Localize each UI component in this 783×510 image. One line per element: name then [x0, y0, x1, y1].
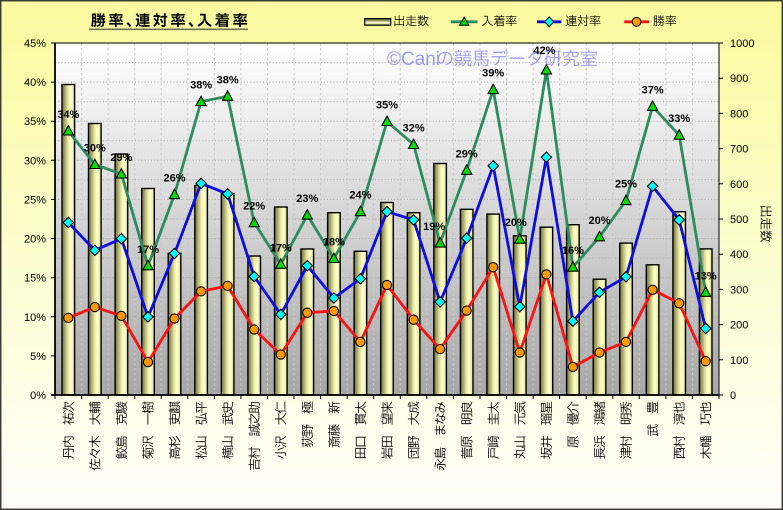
svg-text:600: 600	[730, 179, 748, 191]
svg-text:37%: 37%	[642, 84, 664, 96]
svg-text:400: 400	[730, 249, 748, 261]
svg-text:©Cani: ©Cani	[387, 49, 440, 70]
svg-text:32%: 32%	[403, 123, 425, 135]
svg-text:1000: 1000	[730, 38, 754, 50]
svg-text:0: 0	[730, 390, 736, 402]
svg-text:5%: 5%	[30, 351, 46, 363]
svg-text:900: 900	[730, 73, 748, 85]
svg-text:26%: 26%	[163, 173, 185, 185]
svg-text:40%: 40%	[24, 77, 46, 89]
svg-text:45%: 45%	[24, 38, 46, 50]
svg-text:15%: 15%	[24, 273, 46, 285]
svg-text:0%: 0%	[30, 390, 46, 402]
svg-text:29%: 29%	[456, 148, 478, 160]
svg-text:20%: 20%	[505, 217, 527, 229]
svg-text:42%: 42%	[533, 45, 555, 57]
svg-text:35%: 35%	[376, 100, 398, 112]
svg-text:17%: 17%	[137, 244, 159, 256]
svg-text:18%: 18%	[323, 237, 345, 249]
svg-text:20%: 20%	[24, 234, 46, 246]
svg-text:19%: 19%	[423, 221, 445, 233]
svg-text:17%: 17%	[270, 242, 292, 254]
svg-text:24%: 24%	[349, 190, 371, 202]
svg-text:25%: 25%	[615, 179, 637, 191]
svg-text:23%: 23%	[296, 193, 318, 205]
svg-text:13%: 13%	[695, 270, 717, 282]
svg-text:300: 300	[730, 284, 748, 296]
svg-text:38%: 38%	[190, 80, 212, 92]
svg-text:30%: 30%	[24, 155, 46, 167]
svg-text:34%: 34%	[57, 109, 79, 121]
svg-text:25%: 25%	[24, 194, 46, 206]
svg-text:10%: 10%	[24, 312, 46, 324]
svg-text:22%: 22%	[243, 201, 265, 213]
svg-text:100: 100	[730, 355, 748, 367]
svg-text:500: 500	[730, 214, 748, 226]
svg-text:20%: 20%	[588, 215, 610, 227]
svg-text:800: 800	[730, 108, 748, 120]
svg-text:700: 700	[730, 144, 748, 156]
svg-text:35%: 35%	[24, 116, 46, 128]
svg-text:200: 200	[730, 320, 748, 332]
svg-text:30%: 30%	[84, 143, 106, 155]
svg-text:16%: 16%	[562, 245, 584, 257]
svg-text:33%: 33%	[668, 113, 690, 125]
svg-text:39%: 39%	[482, 68, 504, 80]
svg-text:29%: 29%	[110, 152, 132, 164]
svg-text:38%: 38%	[217, 74, 239, 86]
